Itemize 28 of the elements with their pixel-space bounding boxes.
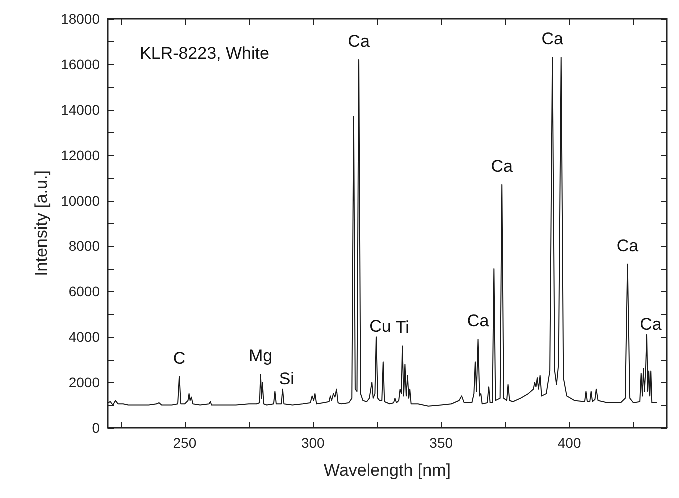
- y-tick-label: 18000: [61, 11, 100, 27]
- x-tick-label: 350: [430, 435, 454, 451]
- annotation: Mg: [249, 346, 273, 366]
- annotation: Ca: [616, 236, 640, 256]
- annotation: Ca: [640, 314, 662, 334]
- y-tick-label: 6000: [68, 284, 100, 300]
- y-tick-label: 12000: [61, 147, 100, 164]
- y-tick-label: 4000: [68, 329, 100, 346]
- x-tick-label: 300: [301, 435, 326, 451]
- y-tick-label: 2000: [68, 374, 100, 391]
- y-tick-label: 0: [92, 420, 100, 436]
- annotation: Ca: [467, 311, 490, 330]
- y-tick-label: 8000: [68, 238, 100, 254]
- annotation: Ca: [542, 30, 564, 49]
- x-tick-label: 400: [558, 435, 582, 451]
- annotation: Ca: [491, 156, 514, 176]
- annotation: Si: [279, 369, 294, 388]
- annotation: Ti: [396, 318, 410, 338]
- annotation: C: [173, 348, 186, 368]
- x-axis-title: Wavelength [nm]: [324, 461, 451, 480]
- x-tick-label: 250: [173, 435, 197, 451]
- annotation: KLR-8223, White: [140, 44, 270, 63]
- y-tick-label: 14000: [61, 102, 100, 118]
- y-tick-label: 10000: [61, 192, 100, 209]
- y-axis-title: Intensity [a.u.]: [32, 170, 51, 276]
- annotation: Cu: [370, 317, 392, 336]
- annotation: Ca: [348, 32, 370, 51]
- y-tick-label: 16000: [61, 56, 100, 72]
